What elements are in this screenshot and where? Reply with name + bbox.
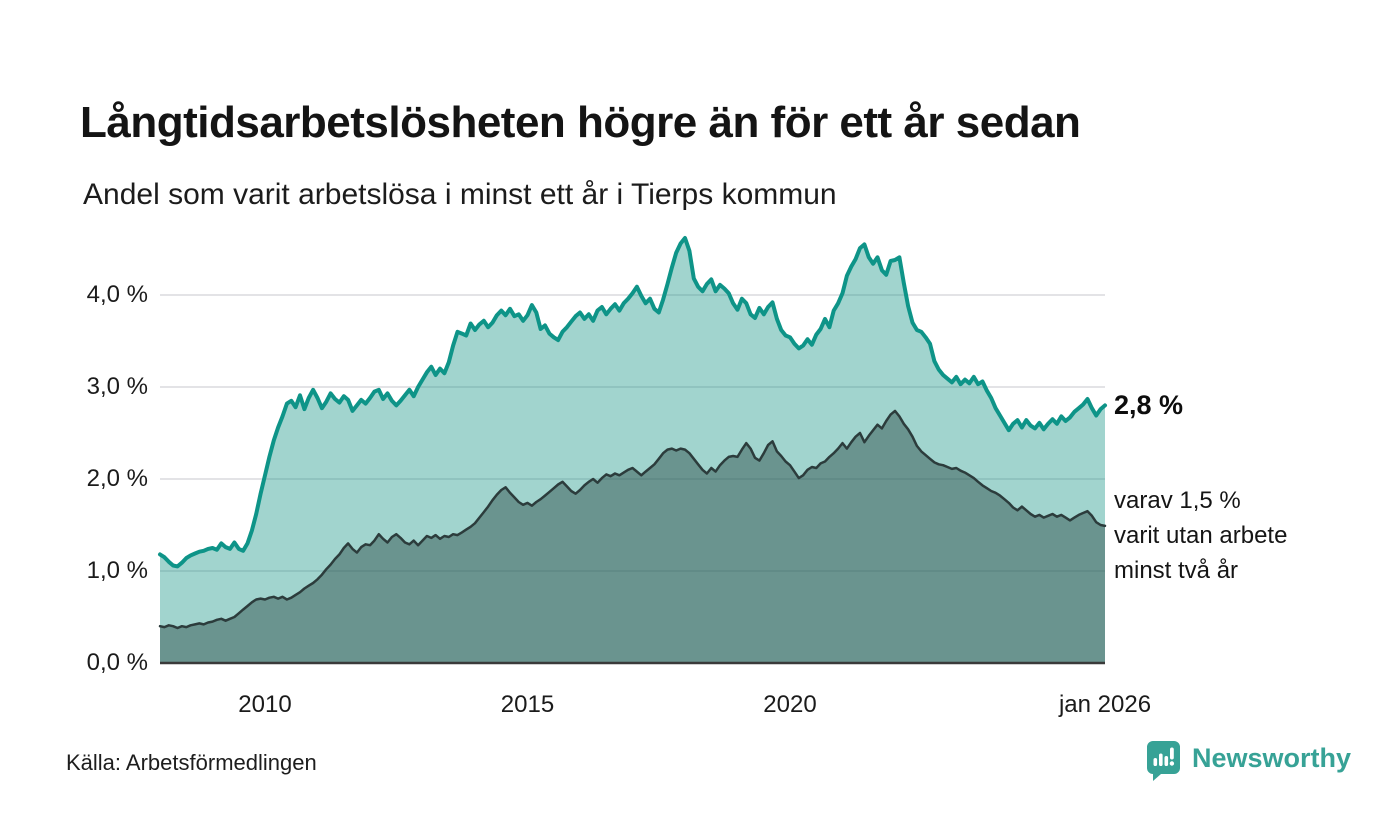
x-tick-label-2010: 2010 [238,691,292,718]
secondary-annotation-line2: varit utan arbete [1114,522,1288,549]
x-tick-label-2020: 2020 [763,691,817,718]
y-tick-label-0: 0,0 % [86,649,148,676]
brand-logo: Newsworthy [1146,740,1351,782]
y-tick-label-1: 1,0 % [86,557,148,584]
secondary-annotation-line1: varav 1,5 % [1114,487,1241,514]
y-tick-label-2: 2,0 % [86,465,148,492]
page-title: Långtidsarbetslösheten högre än för ett … [80,98,1081,148]
y-tick-label-3: 3,0 % [86,373,148,400]
line-series-1 [158,409,1107,630]
newsworthy-speech-bubble-chart-icon [1146,740,1181,787]
secondary-annotation-line3: minst två år [1114,557,1239,584]
latest-value-label: 2,8 % [1114,390,1184,420]
area-fill-series-1 [160,410,1105,663]
y-tick-label-4: 4,0 % [86,281,148,308]
x-tick-label-2015: 2015 [500,691,555,718]
secondary-annotation: varav 1,5 % varit utan arbete minst två … [1114,483,1344,588]
x-tick-label-jan-2026: jan 2026 [1058,691,1152,718]
page-subtitle: Andel som varit arbetslösa i minst ett å… [83,178,837,211]
source-note: Källa: Arbetsförmedlingen [66,750,317,775]
line-series-0 [158,236,1107,569]
brand-name: Newsworthy [1192,743,1352,773]
area-fill-series-0 [160,238,1105,663]
